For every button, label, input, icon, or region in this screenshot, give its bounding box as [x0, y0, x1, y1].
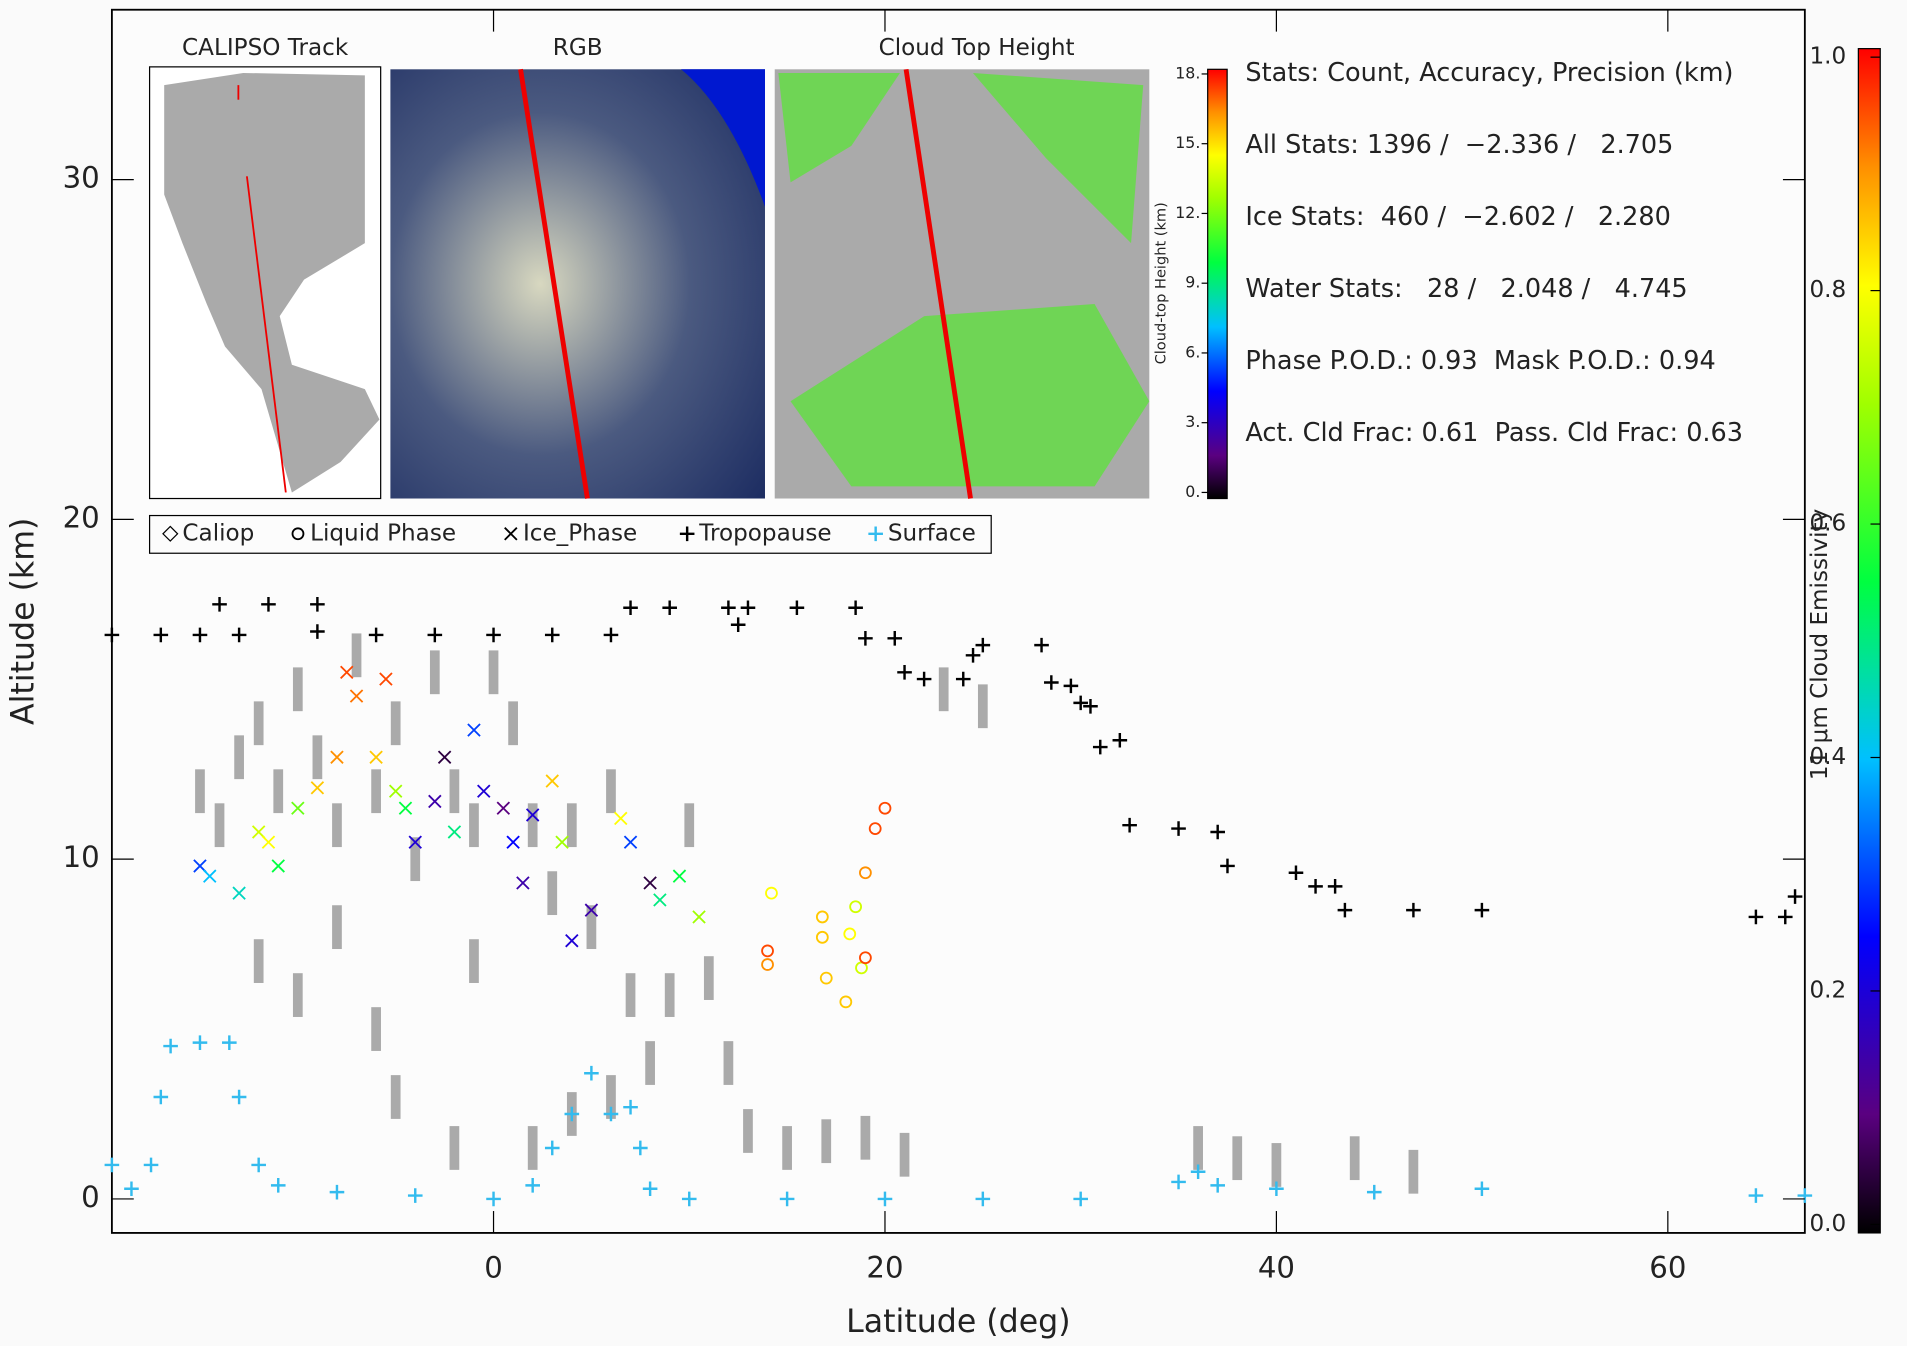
- cth-colorbar-tick-label: 6.: [1185, 342, 1200, 361]
- caliop-cloud: [391, 701, 401, 745]
- legend-label: Tropopause: [698, 520, 831, 546]
- y-tick-label: 0: [81, 1180, 100, 1214]
- cth-colorbar: [1208, 69, 1227, 498]
- cth-colorbar-tick-label: 9.: [1185, 273, 1200, 292]
- caliop-cloud: [1350, 1136, 1360, 1180]
- inset-title: RGB: [553, 35, 603, 61]
- caliop-cloud: [469, 939, 479, 983]
- caliop-cloud: [313, 735, 323, 779]
- caliop-cloud: [254, 701, 264, 745]
- x-axis-label: Latitude (deg): [846, 1304, 1070, 1340]
- caliop-cloud: [508, 701, 518, 745]
- stats-text: Phase P.O.D.: 0.93 Mask P.O.D.: 0.94: [1245, 346, 1715, 376]
- legend-label: Liquid Phase: [310, 520, 456, 546]
- caliop-cloud: [665, 973, 675, 1017]
- caliop-cloud: [391, 1075, 401, 1119]
- x-tick-label: 40: [1258, 1250, 1295, 1284]
- caliop-cloud: [371, 769, 381, 813]
- cth-colorbar-label: Cloud-top Height (km): [1152, 202, 1169, 364]
- caliop-cloud: [626, 973, 636, 1017]
- caliop-cloud: [567, 803, 577, 847]
- caliop-cloud: [528, 1126, 538, 1170]
- caliop-cloud: [528, 803, 538, 847]
- colorbar-tick-label: 1.0: [1809, 44, 1846, 70]
- caliop-cloud: [410, 837, 420, 881]
- caliop-cloud: [1409, 1150, 1419, 1194]
- cth-colorbar-tick-label: 15.: [1175, 133, 1200, 152]
- caliop-cloud: [1193, 1126, 1203, 1170]
- caliop-cloud: [450, 1126, 460, 1170]
- colorbar-label: 11 μm Cloud Emissivity: [1807, 509, 1833, 780]
- caliop-cloud: [900, 1133, 910, 1177]
- emissivity-colorbar: [1858, 49, 1880, 1233]
- caliop-cloud: [684, 803, 694, 847]
- x-tick-label: 60: [1649, 1250, 1686, 1284]
- y-tick-label: 20: [63, 500, 100, 534]
- caliop-cloud: [1232, 1136, 1242, 1180]
- caliop-cloud: [293, 973, 303, 1017]
- colorbar-tick-label: 0.8: [1809, 277, 1846, 303]
- y-tick-label: 30: [63, 161, 100, 195]
- cth-colorbar-tick-label: 3.: [1185, 412, 1200, 431]
- caliop-cloud: [371, 1007, 381, 1051]
- caliop-cloud: [821, 1119, 831, 1163]
- inset-title: CALIPSO Track: [182, 35, 349, 61]
- cth-colorbar-tick-label: 12.: [1175, 203, 1200, 222]
- x-tick-label: 20: [866, 1250, 903, 1284]
- colorbar-tick-label: 0.4: [1809, 744, 1846, 770]
- caliop-cloud: [606, 769, 616, 813]
- caliop-cloud: [273, 769, 283, 813]
- caliop-cloud: [645, 1041, 655, 1085]
- caliop-cloud: [704, 956, 714, 1000]
- stats-text: Stats: Count, Accuracy, Precision (km): [1245, 58, 1733, 88]
- caliop-cloud: [332, 803, 342, 847]
- caliop-cloud: [450, 769, 460, 813]
- inset-title: Cloud Top Height: [879, 35, 1075, 61]
- colorbar-tick-label: 0.0: [1809, 1211, 1846, 1237]
- caliop-cloud: [254, 939, 264, 983]
- x-tick-label: 0: [484, 1250, 503, 1284]
- stats-text: Act. Cld Frac: 0.61 Pass. Cld Frac: 0.63: [1245, 418, 1743, 448]
- caliop-cloud: [332, 905, 342, 949]
- caliop-cloud: [1272, 1143, 1282, 1187]
- caliop-cloud: [195, 769, 205, 813]
- caliop-cloud: [234, 735, 244, 779]
- page: {"chart_data": { "type": "scatter", "xla…: [0, 0, 1907, 1346]
- caliop-cloud: [352, 633, 362, 677]
- stats-text: All Stats: 1396 / −2.336 / 2.705: [1245, 130, 1673, 160]
- caliop-cloud: [469, 803, 479, 847]
- chart: Caliop Liquid Phase Ice_Phase Tropopause Sur…: [0, 0, 1907, 1346]
- colorbar-tick-label: 0.6: [1809, 511, 1846, 537]
- y-tick-label: 10: [63, 840, 100, 874]
- caliop-cloud: [547, 871, 557, 915]
- y-axis-label: Altitude (km): [5, 518, 41, 725]
- cth-colorbar-tick-label: 0.: [1185, 482, 1200, 501]
- stats-text: Ice Stats: 460 / −2.602 / 2.280: [1245, 202, 1671, 232]
- caliop-cloud: [430, 650, 440, 694]
- legend-label: Caliop: [182, 520, 254, 546]
- caliop-cloud: [939, 667, 949, 711]
- caliop-cloud: [215, 803, 225, 847]
- caliop-cloud: [978, 684, 988, 728]
- legend-label: Ice_Phase: [523, 520, 637, 546]
- colorbar-tick-label: 0.2: [1809, 977, 1846, 1003]
- legend-label: Surface: [888, 520, 976, 546]
- caliop-cloud: [489, 650, 499, 694]
- caliop-cloud: [587, 905, 597, 949]
- caliop-cloud: [724, 1041, 734, 1085]
- caliop-cloud: [293, 667, 303, 711]
- stats-text: Water Stats: 28 / 2.048 / 4.745: [1245, 274, 1687, 304]
- caliop-cloud: [782, 1126, 792, 1170]
- caliop-cloud: [743, 1109, 753, 1153]
- caliop-cloud: [861, 1116, 871, 1160]
- cth-colorbar-tick-label: 18.: [1175, 63, 1200, 82]
